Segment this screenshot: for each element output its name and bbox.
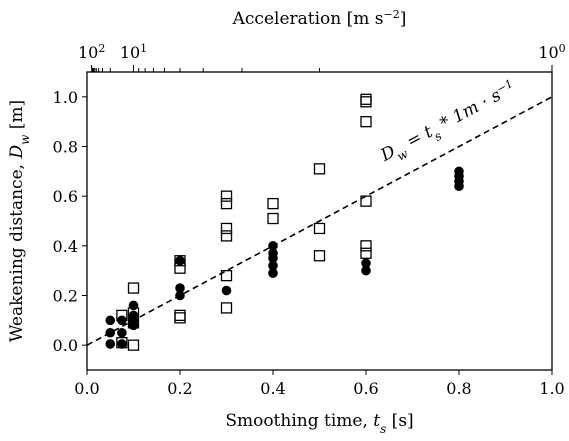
data-point-circle [105, 315, 116, 326]
data-point-square [174, 255, 186, 267]
x-tick-label: 0.0 [74, 379, 99, 398]
data-point-circle [117, 327, 127, 338]
data-point-circle [128, 300, 139, 311]
top-axis-tick-exponent: 0 [559, 42, 566, 55]
data-point-square [220, 302, 233, 314]
data-point-square [116, 309, 128, 322]
top-axis-tick-base: 10 [120, 43, 140, 62]
data-point-square [174, 309, 186, 322]
data-point-circle [268, 260, 278, 271]
ref-label-rhs-rest: * 1m · s [432, 85, 504, 136]
data-points-layer [105, 93, 464, 351]
data-point-square [313, 163, 326, 175]
y-tick-label: 0.4 [53, 237, 78, 256]
y-axis-title-sub: w [18, 134, 32, 145]
top-axis-tick-base: 10 [78, 43, 98, 62]
top-axis-title-suffix: ] [400, 9, 407, 29]
x-axis-title-var: t [373, 411, 380, 431]
data-point-circle [454, 181, 464, 192]
data-point-circle [175, 283, 185, 293]
top-axis-tick-label: 102 [78, 42, 105, 63]
y-axis-title-text: Weakening distance, [7, 159, 27, 343]
data-point-square [116, 337, 128, 349]
data-point-circle [268, 253, 278, 264]
top-axis-title: Acceleration [m s−2] [232, 8, 407, 30]
data-point-square [127, 317, 140, 329]
data-point-square [220, 190, 233, 202]
y-tick-label: 0.2 [53, 287, 78, 306]
data-point-square [220, 222, 233, 235]
reference-line [86, 96, 553, 346]
data-point-square [360, 195, 372, 207]
data-point-square [220, 269, 233, 282]
top-axis-tick-base: 10 [538, 43, 558, 62]
data-point-circle [175, 290, 185, 301]
reference-line-label: Dw = ts * 1m · s−1 [376, 76, 521, 170]
data-point-square [267, 212, 279, 225]
x-axis-title: Smoothing time, ts [s] [225, 411, 413, 436]
data-point-square [127, 282, 140, 294]
x-axis-title-text: Smoothing time, [225, 411, 373, 431]
x-tick-label: 0.4 [260, 379, 285, 398]
data-point-circle [221, 285, 232, 296]
data-point-square [220, 230, 233, 242]
x-axis-title-unit: [s] [386, 411, 413, 431]
data-point-circle [105, 327, 116, 338]
top-axis-tick-label: 100 [538, 42, 565, 63]
data-point-square [313, 250, 326, 262]
y-tick-label: 1.0 [53, 88, 78, 107]
data-point-circle [361, 265, 371, 276]
y-axis-title-unit: [m] [7, 100, 27, 135]
y-axis-ticks: 0.0 0.2 0.4 0.6 0.8 1.0 [53, 88, 87, 355]
x-axis-ticks: 0.0 0.2 0.4 0.6 0.8 1.0 [74, 370, 565, 398]
data-point-square [174, 262, 186, 274]
data-point-square [220, 197, 233, 210]
y-tick-label: 0.6 [53, 187, 78, 206]
y-tick-label: 0.0 [53, 336, 78, 355]
data-point-circle [128, 320, 139, 331]
plot-frame [86, 71, 553, 371]
data-point-square [360, 116, 372, 128]
data-point-circle [175, 255, 185, 266]
top-axis-tick-label: 101 [120, 42, 147, 63]
data-point-circle [117, 339, 127, 349]
data-point-circle [361, 258, 371, 269]
x-tick-label: 0.2 [167, 379, 192, 398]
reference-line-layer [86, 96, 553, 346]
x-tick-label: 0.8 [446, 379, 471, 398]
data-point-square [360, 96, 372, 108]
data-point-circle [105, 339, 116, 349]
x-tick-label: 0.6 [353, 379, 378, 398]
y-tick-label: 0.8 [53, 138, 78, 157]
data-point-square [267, 197, 279, 210]
data-point-square [360, 93, 372, 105]
data-point-square [360, 247, 372, 259]
data-point-square [174, 312, 186, 324]
x-axis-title-sub: s [380, 422, 386, 436]
data-point-circle [268, 241, 278, 251]
y-axis-title: Weakening distance, Dw [m] [7, 100, 32, 342]
x-tick-label: 1.0 [539, 379, 564, 398]
data-point-square [127, 339, 140, 351]
top-axis-tick-exponent: 2 [98, 42, 105, 55]
data-point-square [360, 240, 372, 252]
top-axis-ticks: 102 101 100 [78, 42, 566, 72]
top-axis-tick-exponent: 1 [140, 42, 147, 55]
data-point-square [313, 222, 326, 235]
data-point-circle [268, 268, 278, 278]
top-axis-title-exponent: −2 [384, 8, 400, 21]
y-axis-title-var: D [7, 145, 27, 160]
top-axis-title-text: Acceleration [m s [232, 9, 384, 29]
